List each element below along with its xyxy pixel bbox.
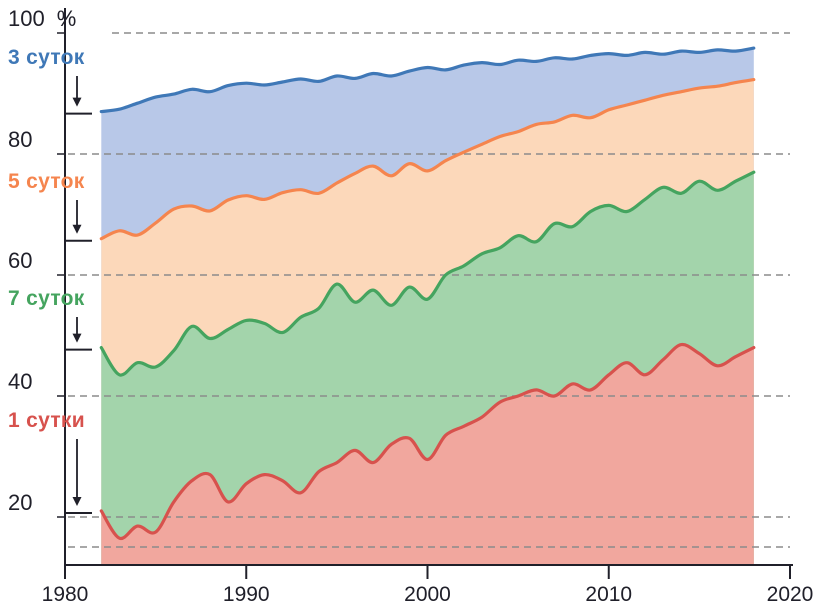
x-tick-label-2000: 2000 xyxy=(404,583,451,606)
gridlines xyxy=(68,32,790,548)
line-3-day xyxy=(99,46,756,114)
x-tick-label-1990: 1990 xyxy=(223,583,270,606)
x-tick-label-2010: 2010 xyxy=(585,583,632,606)
y-tick-label-80: 80 xyxy=(8,127,32,152)
y-tick-label-60: 60 xyxy=(8,248,32,273)
line-7-day xyxy=(99,170,756,377)
axis-tick-labels: 20 40 60 80 100 % 1980 1990 2000 2010 2020 xyxy=(8,6,813,606)
area-10-day xyxy=(101,344,754,565)
series-lines xyxy=(99,46,756,541)
arrow-head-3-day xyxy=(72,97,82,107)
series-label-3-day: 3 суток xyxy=(8,46,85,69)
area-fills xyxy=(101,48,754,566)
annotation-arrows xyxy=(64,76,92,514)
y-axis-unit: % xyxy=(57,6,77,31)
series-label-10-day: 1 сутки xyxy=(8,409,85,432)
line-10-day xyxy=(99,342,756,541)
series-label-5-day: 5 суток xyxy=(8,170,85,193)
series-label-7-day: 7 суток xyxy=(8,287,85,310)
arrow-head-10-day xyxy=(72,496,82,506)
y-tick-label-20: 20 xyxy=(8,490,32,515)
y-tick-label-100: 100% xyxy=(8,6,76,31)
line-5-day xyxy=(99,78,756,241)
arrow-head-7-day xyxy=(72,333,82,343)
arrow-head-5-day xyxy=(72,224,82,234)
y-tick-label-40: 40 xyxy=(8,369,32,394)
x-tick-label-1980: 1980 xyxy=(42,583,89,606)
x-tick-label-2020: 2020 xyxy=(767,583,814,606)
axes xyxy=(57,8,793,579)
